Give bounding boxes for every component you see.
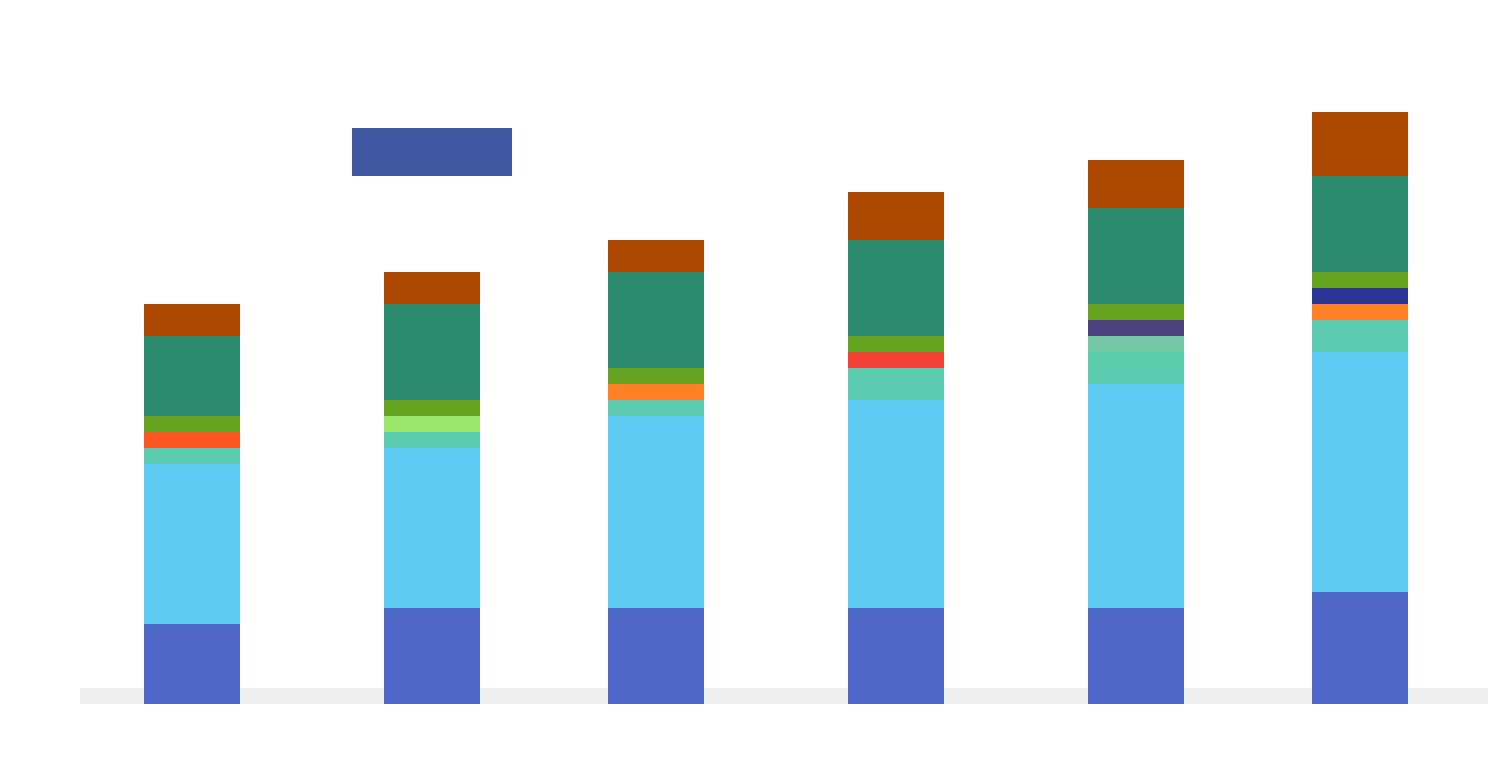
bar-segment-4-4[interactable] xyxy=(1088,352,1184,368)
bar-segment-5-11[interactable] xyxy=(1312,272,1408,288)
bars-layer xyxy=(144,112,1408,704)
bar-segment-2-0[interactable] xyxy=(608,608,704,704)
bar-segment-2-13[interactable] xyxy=(608,240,704,272)
bar-segment-3-2[interactable] xyxy=(848,368,944,400)
bar-segment-2-12[interactable] xyxy=(608,272,704,368)
bar-segment-0-6[interactable] xyxy=(144,432,240,448)
bar-segment-4-12[interactable] xyxy=(1088,208,1184,304)
bar-segment-3-11[interactable] xyxy=(848,336,944,352)
bar-segment-3-12[interactable] xyxy=(848,240,944,336)
bar-segment-4-5[interactable] xyxy=(1088,336,1184,352)
bar-segment-3-0[interactable] xyxy=(848,608,944,704)
legend-toggle-button-bg[interactable] xyxy=(352,128,512,176)
bar-segment-5-8[interactable] xyxy=(1312,304,1408,320)
bar-segment-4-0[interactable] xyxy=(1088,608,1184,704)
bar-segment-5-10[interactable] xyxy=(1312,288,1408,304)
bar-segment-0-0[interactable] xyxy=(144,624,240,704)
bar-segment-1-1[interactable] xyxy=(384,448,480,608)
bar-segment-1-13[interactable] xyxy=(384,272,480,304)
bar-segment-5-1[interactable] xyxy=(1312,352,1408,592)
bar-segment-0-11[interactable] xyxy=(144,416,240,432)
bar-segment-4-9[interactable] xyxy=(1088,320,1184,336)
bar-segment-4-1[interactable] xyxy=(1088,384,1184,608)
bar-segment-5-2[interactable] xyxy=(1312,320,1408,352)
bar-segment-1-11[interactable] xyxy=(384,400,480,416)
bar-segment-3-7[interactable] xyxy=(848,352,944,368)
bar-segment-5-13[interactable] xyxy=(1312,112,1408,176)
legend xyxy=(352,128,512,176)
bar-segment-0-1[interactable] xyxy=(144,464,240,624)
bar-segment-1-12[interactable] xyxy=(384,304,480,400)
bar-segment-4-2[interactable] xyxy=(1088,368,1184,384)
x-axis-baseline xyxy=(80,688,1488,704)
bar-segment-4-13[interactable] xyxy=(1088,160,1184,208)
bar-segment-2-1[interactable] xyxy=(608,416,704,608)
bar-segment-2-11[interactable] xyxy=(608,368,704,384)
bar-segment-2-8[interactable] xyxy=(608,384,704,400)
bar-segment-5-12[interactable] xyxy=(1312,176,1408,272)
bar-segment-3-13[interactable] xyxy=(848,192,944,240)
bar-segment-3-1[interactable] xyxy=(848,400,944,608)
bar-segment-1-0[interactable] xyxy=(384,608,480,704)
bar-segment-5-0[interactable] xyxy=(1312,592,1408,704)
bar-segment-0-2[interactable] xyxy=(144,448,240,464)
bar-segment-1-2[interactable] xyxy=(384,432,480,448)
bar-segment-0-13[interactable] xyxy=(144,304,240,336)
legend-toggle-button[interactable] xyxy=(352,128,512,176)
bar-segment-2-2[interactable] xyxy=(608,400,704,416)
bar-segment-4-11[interactable] xyxy=(1088,304,1184,320)
bar-segment-0-12[interactable] xyxy=(144,336,240,416)
bar-segment-1-3[interactable] xyxy=(384,416,480,432)
